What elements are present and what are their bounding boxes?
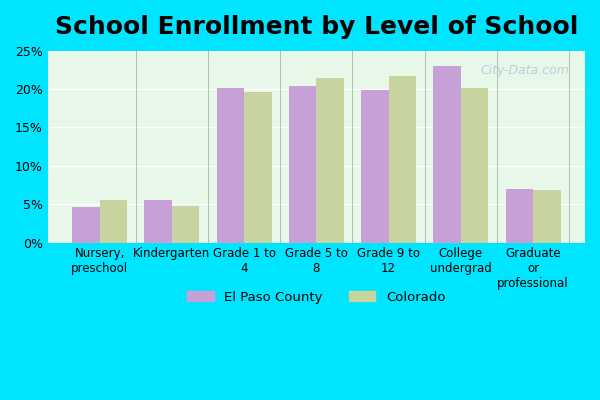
Bar	[316, 78, 344, 242]
Bar	[172, 206, 199, 242]
Bar	[389, 76, 416, 242]
Text: City-Data.com: City-Data.com	[480, 64, 569, 77]
Bar	[533, 190, 560, 242]
Bar	[217, 88, 244, 242]
Bar	[289, 86, 316, 242]
Bar	[100, 200, 127, 242]
Bar	[72, 207, 100, 242]
Bar	[361, 90, 389, 242]
Bar	[244, 92, 272, 242]
Bar	[506, 189, 533, 242]
Title: School Enrollment by Level of School: School Enrollment by Level of School	[55, 15, 578, 39]
Bar	[461, 88, 488, 242]
Legend: El Paso County, Colorado: El Paso County, Colorado	[182, 285, 451, 309]
Bar	[433, 66, 461, 242]
Bar	[145, 200, 172, 242]
